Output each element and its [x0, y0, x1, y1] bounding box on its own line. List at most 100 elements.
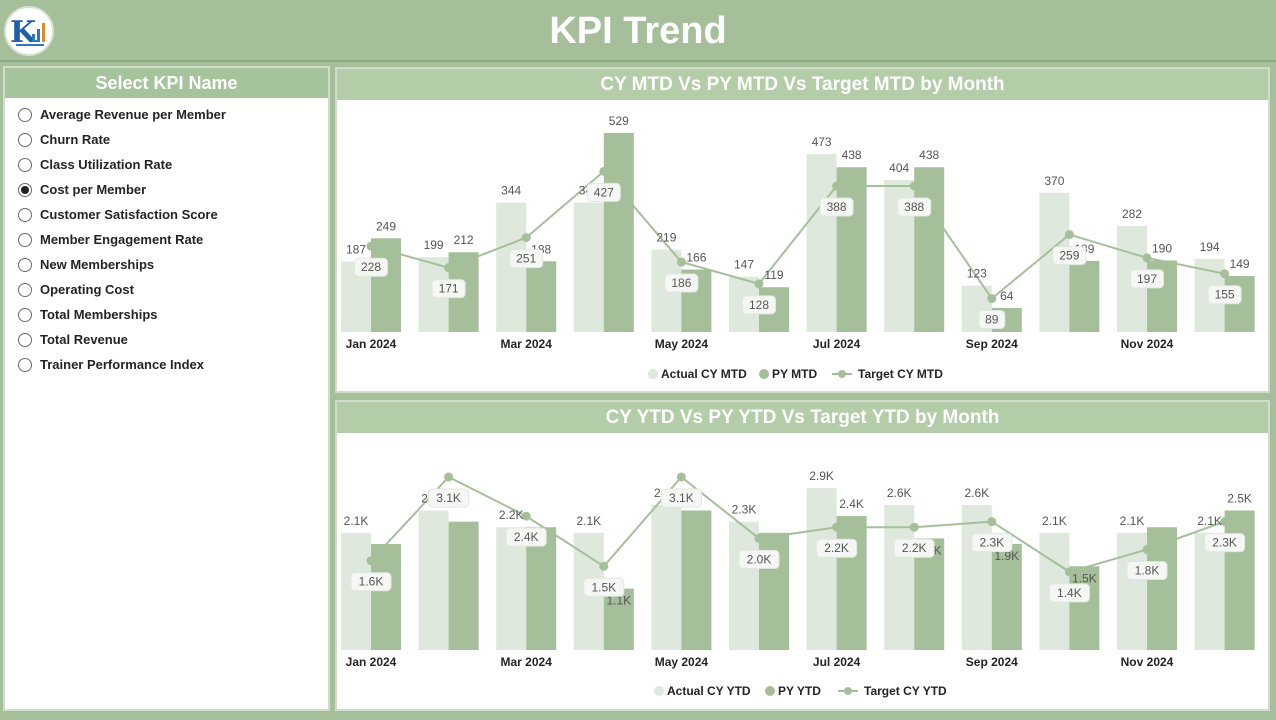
target-point[interactable]	[832, 522, 842, 532]
target-point[interactable]	[987, 294, 997, 304]
legend-label-py: PY MTD	[772, 367, 817, 381]
kpi-option-label: Member Engagement Rate	[40, 232, 204, 247]
target-point[interactable]	[832, 181, 842, 191]
bar-actual[interactable]	[806, 154, 837, 332]
target-point[interactable]	[1142, 253, 1152, 263]
kpi-option[interactable]: Total Revenue	[5, 327, 328, 352]
target-point[interactable]	[1220, 269, 1230, 279]
radio-button[interactable]	[18, 132, 32, 147]
bar-py[interactable]	[681, 510, 712, 650]
target-label-text: 2.3K	[979, 536, 1004, 550]
radio-button[interactable]	[18, 232, 32, 247]
bar-py[interactable]	[991, 543, 1022, 650]
radio-button[interactable]	[18, 357, 32, 372]
kpi-option[interactable]: Total Memberships	[5, 302, 328, 327]
kpi-option[interactable]: Member Engagement Rate	[5, 227, 328, 252]
label-pill	[819, 197, 854, 217]
target-point[interactable]	[1220, 517, 1230, 527]
bar-actual[interactable]	[1194, 532, 1225, 650]
bar-py[interactable]	[836, 167, 867, 332]
target-point[interactable]	[599, 166, 609, 176]
py-data-label: 119	[764, 268, 783, 282]
kpi-option[interactable]: New Memberships	[5, 252, 328, 277]
target-point[interactable]	[444, 472, 454, 482]
label-pill	[664, 273, 699, 293]
target-point[interactable]	[444, 263, 454, 273]
kpi-slicer-panel: Select KPI Name Average Revenue per Memb…	[3, 66, 330, 711]
actual-data-label: 219	[656, 231, 676, 245]
label-pill	[431, 279, 466, 299]
radio-button[interactable]	[18, 182, 32, 197]
bar-actual[interactable]	[573, 202, 604, 332]
target-point[interactable]	[1064, 230, 1074, 240]
bar-py[interactable]	[603, 588, 634, 650]
target-data-label: 3.1K	[428, 488, 470, 508]
bar-py[interactable]	[1069, 566, 1100, 650]
radio-button[interactable]	[18, 157, 32, 172]
kpi-option[interactable]: Trainer Performance Index	[5, 352, 328, 377]
bar-actual[interactable]	[961, 504, 992, 650]
bar-actual[interactable]	[651, 504, 682, 650]
actual-data-label: 2.1K	[1120, 514, 1145, 528]
target-point[interactable]	[754, 279, 764, 289]
target-label-text: 155	[1215, 288, 1235, 302]
kpi-option-label: Average Revenue per Member	[40, 107, 226, 122]
bar-py[interactable]	[836, 516, 867, 650]
actual-data-label: 2.1K	[344, 514, 369, 528]
x-tick-label: Sep 2024	[966, 655, 1018, 669]
bar-py[interactable]	[526, 261, 557, 332]
target-point[interactable]	[987, 517, 997, 527]
target-point[interactable]	[1064, 567, 1074, 577]
radio-button[interactable]	[18, 107, 32, 122]
x-tick-label: May 2024	[655, 655, 709, 669]
bar-actual[interactable]	[806, 488, 837, 650]
bar-py[interactable]	[371, 543, 401, 650]
target-point[interactable]	[754, 533, 764, 543]
target-point[interactable]	[1142, 545, 1152, 555]
py-data-label: 1.5K	[1072, 571, 1097, 585]
kpi-option[interactable]: Class Utilization Rate	[5, 152, 328, 177]
radio-button[interactable]	[18, 207, 32, 222]
actual-data-label: 370	[1044, 174, 1064, 188]
bar-actual[interactable]	[341, 532, 371, 650]
bar-py[interactable]	[1147, 527, 1177, 650]
target-label-text: 228	[361, 260, 381, 274]
radio-button[interactable]	[18, 307, 32, 322]
target-point[interactable]	[521, 511, 531, 521]
radio-button[interactable]	[18, 257, 32, 272]
actual-data-label: 473	[812, 135, 832, 149]
radio-button[interactable]	[18, 332, 32, 347]
target-point[interactable]	[599, 561, 609, 571]
kpi-option[interactable]: Customer Satisfaction Score	[5, 202, 328, 227]
bar-actual[interactable]	[418, 510, 449, 650]
radio-button[interactable]	[18, 282, 32, 297]
actual-data-label: 2.1K	[1197, 514, 1222, 528]
target-point[interactable]	[366, 556, 376, 566]
label-pill	[354, 257, 388, 277]
kpi-option[interactable]: Cost per Member	[5, 177, 328, 202]
kpi-option-label: Operating Cost	[40, 282, 134, 297]
target-point[interactable]	[521, 233, 531, 243]
target-point[interactable]	[909, 181, 919, 191]
target-point[interactable]	[676, 472, 686, 482]
bar-actual[interactable]	[496, 527, 527, 650]
bar-py[interactable]	[448, 521, 479, 650]
actual-data-label: 282	[1122, 207, 1142, 221]
logo-graphic: K	[10, 15, 45, 50]
kpi-option[interactable]: Average Revenue per Member	[5, 102, 328, 127]
slicer-title: Select KPI Name	[5, 68, 328, 98]
target-point[interactable]	[909, 522, 919, 532]
bar-py[interactable]	[1224, 510, 1255, 650]
kpi-option[interactable]: Operating Cost	[5, 277, 328, 302]
bar-py[interactable]	[603, 133, 634, 332]
page-title: KPI Trend	[549, 10, 727, 52]
target-point[interactable]	[366, 241, 376, 251]
bar-actual[interactable]	[1117, 532, 1147, 650]
label-pill	[586, 182, 621, 202]
bar-py[interactable]	[526, 527, 557, 650]
kpi-option[interactable]: Churn Rate	[5, 127, 328, 152]
target-point[interactable]	[676, 257, 686, 267]
bar-actual[interactable]	[729, 521, 759, 650]
bar-actual[interactable]	[884, 504, 915, 650]
bar-py[interactable]	[1069, 260, 1100, 332]
